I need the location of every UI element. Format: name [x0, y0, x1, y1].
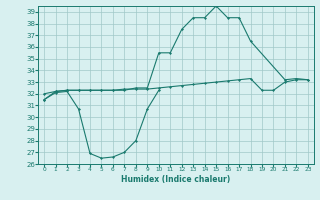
X-axis label: Humidex (Indice chaleur): Humidex (Indice chaleur): [121, 175, 231, 184]
